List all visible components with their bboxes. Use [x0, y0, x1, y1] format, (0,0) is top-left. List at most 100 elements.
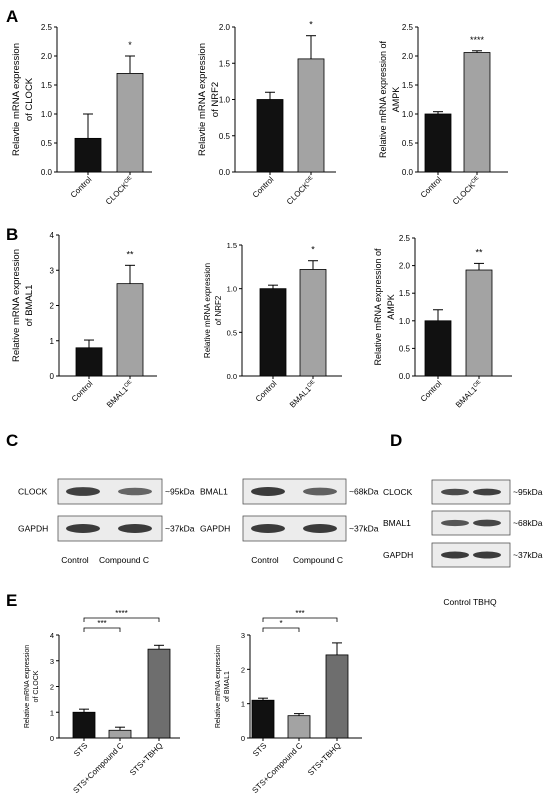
y-tick-label: 1.0 — [402, 110, 414, 119]
chart-a1: 0.0 0.5 1.0 1.5 2.0 2.5 Relavtie mRNA expressi… — [11, 23, 152, 207]
y-tick-label: 2 — [50, 302, 55, 311]
panel-label-d: D — [390, 431, 402, 450]
y-tick-label: 1.0 — [219, 96, 231, 105]
y-tick-label: 4 — [50, 631, 54, 640]
y-tick-label: 2.5 — [399, 234, 411, 243]
blot-c1: CLOCK ~95kDa GAPDH ~37kDa Control Compound C — [18, 478, 195, 565]
blot-size-label: ~95kDa — [165, 487, 195, 497]
blot-lane-label: Control TBHQ — [443, 597, 497, 607]
blot-c2: BMAL1 ~68kDa GAPDH ~37kDa Control Compound C — [200, 478, 379, 565]
x-tick-label: CLOCKOE — [451, 175, 483, 207]
significance-mark: * — [128, 40, 132, 50]
blot-protein-label: GAPDH — [383, 550, 413, 560]
y-tick-label: 4 — [50, 231, 55, 240]
y-tick-label: 3 — [50, 266, 55, 275]
bar — [116, 283, 144, 377]
blot-protein-label: BMAL1 — [383, 518, 411, 528]
bar — [251, 699, 275, 739]
blot-band — [66, 487, 100, 496]
chart-e1: 0 1 2 3 4 Relative mRNA expression of CLOCK STS… — [24, 609, 180, 795]
blot-band — [441, 488, 469, 496]
y-tick-label: 2 — [241, 665, 245, 674]
bar — [424, 113, 452, 173]
x-tick-label: STS+TBHQ — [306, 741, 342, 777]
x-tick-label: Control — [69, 175, 94, 200]
x-tick-label: STS — [72, 741, 89, 758]
y-tick-label: 0.0 — [219, 168, 231, 177]
y-tick-label: 1 — [50, 337, 55, 346]
y-tick-label: 1.5 — [41, 81, 53, 90]
y-axis-label: Relative mRNA expression — [24, 645, 31, 728]
chart-b1: 0 1 2 3 4 Relative mRNA expression of BMAL1 Con… — [11, 231, 157, 410]
y-tick-label: 1.5 — [399, 289, 411, 298]
y-tick-label: 2.0 — [41, 52, 53, 61]
bar — [424, 320, 452, 377]
blot-size-label: ~68kDa — [513, 518, 543, 528]
x-tick-label: BMAL1OE — [288, 379, 319, 410]
blot-size-label: ~37kDa — [349, 524, 379, 534]
y-tick-label: 0 — [241, 734, 245, 743]
x-tick-label: BMAL1OE — [454, 379, 485, 410]
blot-d: CLOCK ~95kDa BMAL1 ~68kDa GAPDH ~37kDa Control… — [383, 479, 543, 607]
chart-b2: 0.0 0.5 1.0 1.5 Relative mRNA expression of N… — [203, 241, 342, 410]
y-tick-label: 0.5 — [41, 139, 53, 148]
y-tick-label: 1.5 — [227, 241, 237, 250]
significance-bracket — [262, 627, 300, 632]
blot-protein-label: BMAL1 — [200, 487, 228, 497]
blot-band — [473, 488, 501, 496]
blot-band — [303, 487, 337, 496]
blot-lane-label: Control — [251, 555, 279, 565]
x-tick-label: BMAL1OE — [105, 379, 136, 410]
blot-lane-label: Control — [61, 555, 89, 565]
blot-band — [473, 551, 501, 559]
bar — [116, 73, 144, 173]
significance-bracket — [262, 617, 338, 622]
bar — [72, 711, 96, 739]
blot-band — [441, 551, 469, 559]
bar — [463, 52, 491, 173]
y-tick-label: 0.5 — [219, 132, 231, 141]
y-tick-label: 2.5 — [41, 23, 53, 32]
significance-mark: * — [279, 619, 282, 628]
significance-mark: *** — [97, 619, 106, 628]
y-tick-label: 0.5 — [399, 344, 411, 353]
significance-mark: ** — [475, 247, 483, 257]
y-tick-label: 1.5 — [219, 59, 231, 68]
y-tick-label: 1.0 — [227, 285, 237, 294]
panel-label-c: C — [6, 431, 18, 450]
x-tick-label: STS — [251, 741, 268, 758]
blot-protein-label: CLOCK — [383, 487, 413, 497]
significance-mark: * — [309, 20, 313, 30]
y-tick-label: 2.0 — [402, 52, 414, 61]
blot-lane-label: Compound C — [99, 555, 149, 565]
y-tick-label: 0.0 — [402, 168, 414, 177]
y-tick-label: 1.0 — [41, 110, 53, 119]
chart-a3: 0.0 0.5 1.0 1.5 2.0 2.5 Relative mRNA expressi… — [378, 23, 508, 207]
significance-mark: ** — [126, 249, 134, 259]
x-tick-label: STS+TBHQ — [128, 741, 164, 777]
blot-lane-label: Compound C — [293, 555, 343, 565]
x-tick-label: Control — [254, 379, 279, 404]
bar — [465, 269, 493, 377]
y-tick-label: 2.0 — [399, 262, 411, 271]
significance-mark: **** — [115, 609, 127, 618]
y-axis-label: of BMAL1 — [224, 671, 231, 702]
blot-band — [473, 519, 501, 527]
y-axis-label: of BMAL1 — [24, 285, 35, 327]
panel-label-e: E — [6, 591, 17, 610]
blot-band — [441, 519, 469, 527]
y-axis-label: AMPK — [391, 87, 401, 113]
bar — [74, 137, 102, 173]
x-tick-label: Control — [251, 175, 276, 200]
y-tick-label: 1 — [241, 700, 245, 709]
y-tick-label: 0 — [50, 372, 55, 381]
y-tick-label: 1 — [50, 708, 54, 717]
y-axis-label: Relative mRNA expression — [203, 263, 212, 358]
y-tick-label: 0.0 — [41, 168, 53, 177]
y-axis-label: Relative mRNA expression — [11, 249, 22, 362]
bar — [75, 347, 103, 377]
blot-size-label: ~68kDa — [349, 487, 379, 497]
y-axis-label: Relative mRNA expression of — [378, 40, 388, 158]
bar — [147, 648, 171, 739]
y-axis-label: AMPK — [386, 294, 396, 320]
